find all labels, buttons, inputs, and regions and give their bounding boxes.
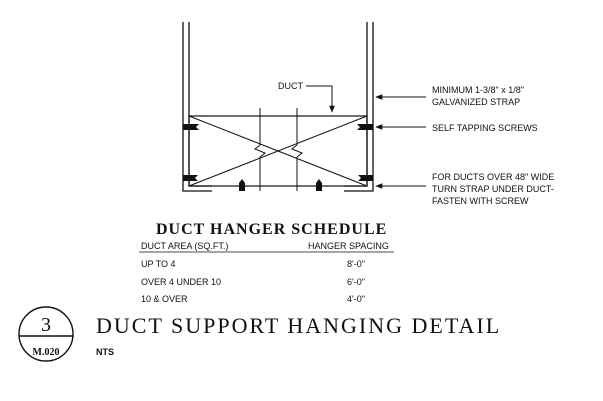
screw-bottom-left (239, 179, 245, 191)
left-hanger-strap-outer (182, 22, 212, 192)
right-hanger-strap-outer (344, 22, 374, 192)
callout-wide-duct-line-3: FASTEN WITH SCREW (432, 196, 529, 206)
callout-strap-line-2: GALVANIZED STRAP (432, 97, 520, 107)
callout-strap-line-1: MINIMUM 1-3/8" x 1/8" (432, 85, 524, 95)
schedule-col-spacing: HANGER SPACING (308, 241, 389, 251)
schedule-row-2-spacing: 6'-0" (347, 277, 365, 287)
screw-left-lower (183, 175, 198, 181)
callout-screws-line-1: SELF TAPPING SCREWS (432, 123, 538, 133)
callout-wide-duct-line-2: TURN STRAP UNDER DUCT- (432, 184, 554, 194)
callout-wide-duct-line-1: FOR DUCTS OVER 48" WIDE (432, 172, 554, 182)
schedule-col-area: DUCT AREA (SQ.FT.) (141, 241, 228, 251)
right-hanger-strap-inner (344, 22, 368, 187)
schedule-row-1-area: UP TO 4 (141, 259, 176, 269)
duct-leader (306, 85, 335, 113)
schedule-row-1-spacing: 8'-0" (347, 259, 365, 269)
detail-bubble (18, 306, 74, 362)
screw-left-upper (183, 124, 199, 130)
break-line-right (291, 108, 303, 191)
schedule-row-3-spacing: 4'-0" (347, 294, 365, 304)
break-line-left (254, 108, 266, 191)
duct-label: DUCT (278, 81, 303, 91)
detail-title: DUCT SUPPORT HANGING DETAIL (96, 313, 501, 338)
schedule-row-3-area: 10 & OVER (141, 294, 188, 304)
callout-wide-duct: FOR DUCTS OVER 48" WIDE TURN STRAP UNDER… (432, 172, 557, 206)
detail-scale: NTS (96, 347, 114, 357)
screw-bottom-right (316, 179, 322, 191)
schedule-title: DUCT HANGER SCHEDULE (156, 221, 387, 238)
detail-sheet: M.020 (33, 347, 60, 358)
schedule-row-2-area: OVER 4 UNDER 10 (141, 277, 221, 287)
left-hanger-strap-inner (188, 22, 212, 187)
duct-section (188, 115, 368, 187)
duct-cross-line-2 (188, 115, 368, 187)
detail-number: 3 (41, 314, 51, 336)
screw-right-lower (358, 175, 373, 181)
callout-strap: MINIMUM 1-3/8" x 1/8" GALVANIZED STRAP (432, 85, 526, 107)
screw-right-upper (357, 124, 373, 130)
callout-screws: SELF TAPPING SCREWS (432, 123, 538, 133)
